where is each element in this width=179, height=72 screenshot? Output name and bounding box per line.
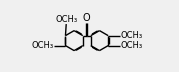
Text: O: O [83,13,91,23]
Text: OCH₃: OCH₃ [31,41,54,50]
Text: OCH₃: OCH₃ [120,31,142,40]
Text: OCH₃: OCH₃ [120,41,142,50]
Text: OCH₃: OCH₃ [55,15,77,24]
